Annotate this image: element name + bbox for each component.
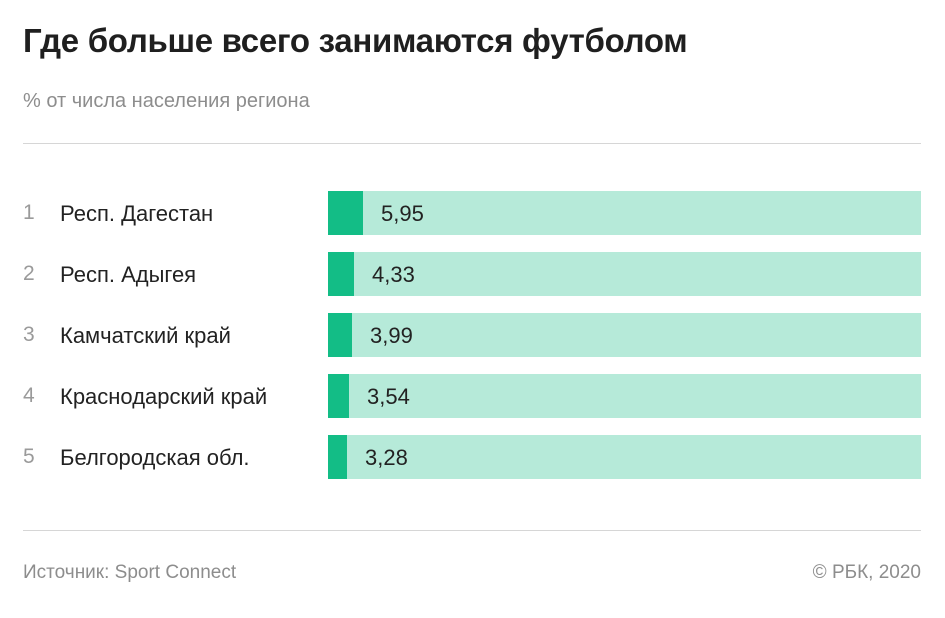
- value-label: 3,99: [370, 323, 413, 348]
- bar-track: 3,54: [328, 374, 921, 418]
- category-label: Респ. Адыгея: [60, 262, 197, 287]
- bar-track: 3,28: [328, 435, 921, 479]
- bar-track: 3,99: [328, 313, 921, 357]
- rank-number: 4: [23, 384, 35, 407]
- top-divider: [23, 143, 921, 144]
- bottom-divider: [23, 530, 921, 531]
- bar-fill: [328, 374, 349, 418]
- bar-fill: [328, 191, 363, 235]
- bar-track: 4,33: [328, 252, 921, 296]
- bar-track: 5,95: [328, 191, 921, 235]
- bar-row: 1 Респ. Дагестан 5,95: [0, 191, 945, 235]
- chart-title: Где больше всего занимаются футболом: [23, 22, 688, 59]
- chart-subtitle: % от числа населения региона: [23, 90, 310, 112]
- value-label: 3,54: [367, 384, 410, 409]
- rank-number: 2: [23, 262, 35, 285]
- category-label: Камчатский край: [60, 323, 231, 348]
- bar-fill: [328, 252, 354, 296]
- rank-number: 5: [23, 445, 35, 468]
- value-label: 3,28: [365, 445, 408, 470]
- category-label: Респ. Дагестан: [60, 201, 214, 226]
- rank-number: 1: [23, 201, 35, 224]
- bar-row: 2 Респ. Адыгея 4,33: [0, 252, 945, 296]
- rank-number: 3: [23, 323, 35, 346]
- value-label: 5,95: [381, 201, 424, 226]
- bar-row: 3 Камчатский край 3,99: [0, 313, 945, 357]
- category-label: Белгородская обл.: [60, 445, 250, 470]
- bar-fill: [328, 313, 352, 357]
- category-label: Краснодарский край: [60, 384, 268, 409]
- bar-row: 4 Краснодарский край 3,54: [0, 374, 945, 418]
- bar-fill: [328, 435, 347, 479]
- copyright-note: © РБК, 2020: [812, 562, 921, 583]
- bar-row: 5 Белгородская обл. 3,28: [0, 435, 945, 479]
- value-label: 4,33: [372, 262, 415, 287]
- source-note: Источник: Sport Connect: [23, 562, 237, 583]
